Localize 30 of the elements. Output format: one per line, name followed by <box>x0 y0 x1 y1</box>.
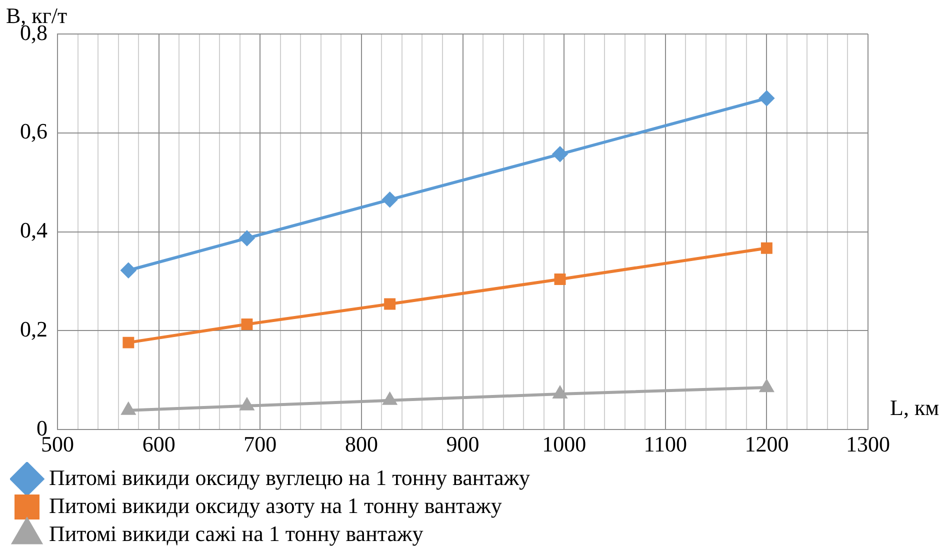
point <box>383 392 396 405</box>
point <box>384 298 396 310</box>
point <box>120 262 136 278</box>
x-tick-label: 1000 <box>542 432 586 457</box>
x-axis-title: L, км <box>890 394 940 420</box>
x-tick-label: 600 <box>142 432 176 457</box>
point <box>122 336 134 348</box>
point <box>760 380 774 392</box>
x-tick-label: 1300 <box>846 432 890 457</box>
x-tick-label: 1200 <box>744 432 789 457</box>
y-tick-label: 0,4 <box>20 218 48 243</box>
legend-label: Питомі викиди оксиду азоту на 1 тонну вантажу <box>49 492 502 518</box>
legend-label: Питомі викиди сажі на 1 тонну вантажу <box>49 520 424 546</box>
point <box>760 242 772 254</box>
x-tick-label: 700 <box>244 432 277 457</box>
x-tick-label: 800 <box>344 432 378 457</box>
x-tick-label: 1100 <box>644 432 687 457</box>
point <box>239 230 254 246</box>
y-tick-label: 0,2 <box>20 316 48 342</box>
point <box>554 274 566 286</box>
point <box>759 90 774 106</box>
point <box>382 192 398 208</box>
point <box>122 402 136 415</box>
y-tick-label: 0,6 <box>20 118 48 144</box>
point <box>240 398 254 410</box>
legend-label: Питомі викиди оксиду вуглецю на 1 тонну вантажу <box>49 464 530 490</box>
point <box>553 386 567 398</box>
x-tick-label: 900 <box>446 432 480 457</box>
point <box>241 318 253 330</box>
point <box>552 146 568 162</box>
